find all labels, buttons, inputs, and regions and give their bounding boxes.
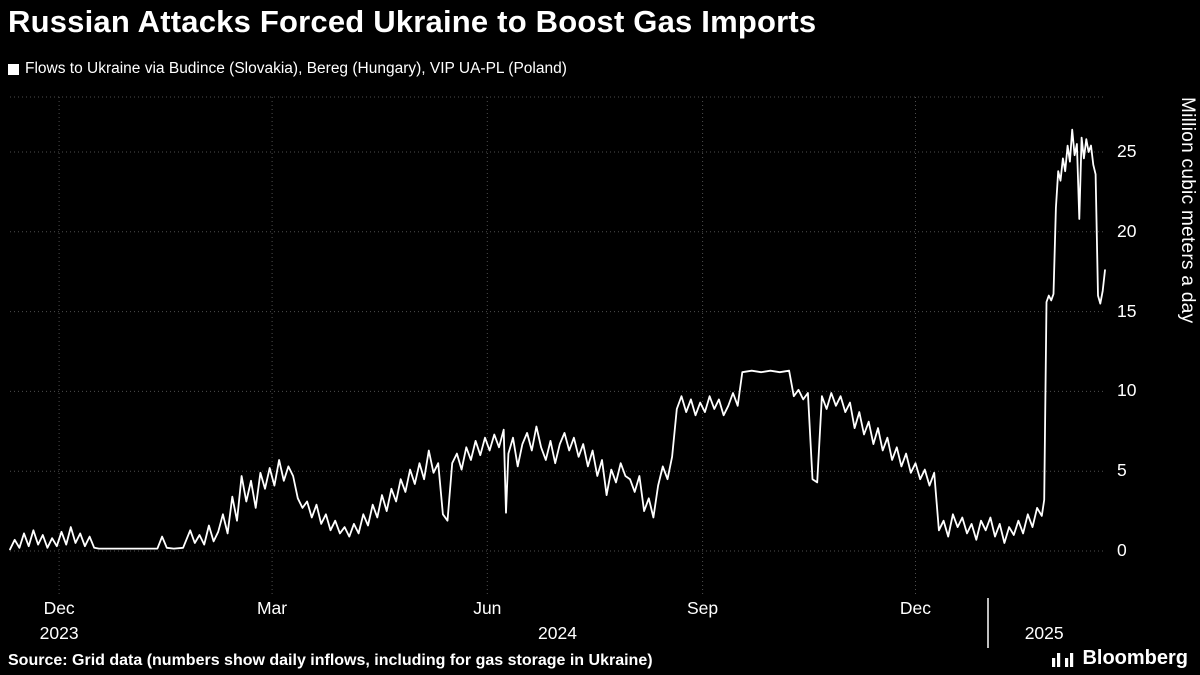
- x-tick-label: Mar: [256, 598, 288, 618]
- year-label: 2024: [538, 623, 577, 643]
- legend-swatch-icon: [8, 63, 19, 75]
- legend: Flows to Ukraine via Budince (Slovakia),…: [8, 60, 567, 78]
- year-label: 2023: [39, 623, 79, 643]
- bloomberg-logo: Bloomberg: [1052, 647, 1188, 670]
- y-tick-label: 25: [1117, 141, 1137, 161]
- year-label: 2025: [1024, 623, 1064, 643]
- y-tick-label: 10: [1117, 380, 1137, 401]
- chart-title: Russian Attacks Forced Ukraine to Boost …: [8, 4, 817, 39]
- y-axis-title: Million cubic meters a day: [1177, 97, 1198, 324]
- y-tick-label: 5: [1117, 460, 1127, 481]
- series-line: [9, 128, 1106, 551]
- bloomberg-wordmark: Bloomberg: [1082, 647, 1188, 669]
- x-tick-label: Sep: [686, 598, 719, 618]
- y-tick-label: 15: [1117, 300, 1137, 321]
- legend-label: Flows to Ukraine via Budince (Slovakia),…: [25, 60, 567, 77]
- x-tick-label: Dec: [899, 598, 932, 618]
- source-note: Source: Grid data (numbers show daily in…: [8, 652, 653, 669]
- y-tick-label: 0: [1117, 540, 1127, 560]
- x-tick-label: Jun: [473, 598, 502, 618]
- x-tick-label: Dec: [43, 598, 75, 618]
- bloomberg-logo-icon: [1052, 652, 1074, 667]
- y-tick-label: 20: [1117, 220, 1137, 241]
